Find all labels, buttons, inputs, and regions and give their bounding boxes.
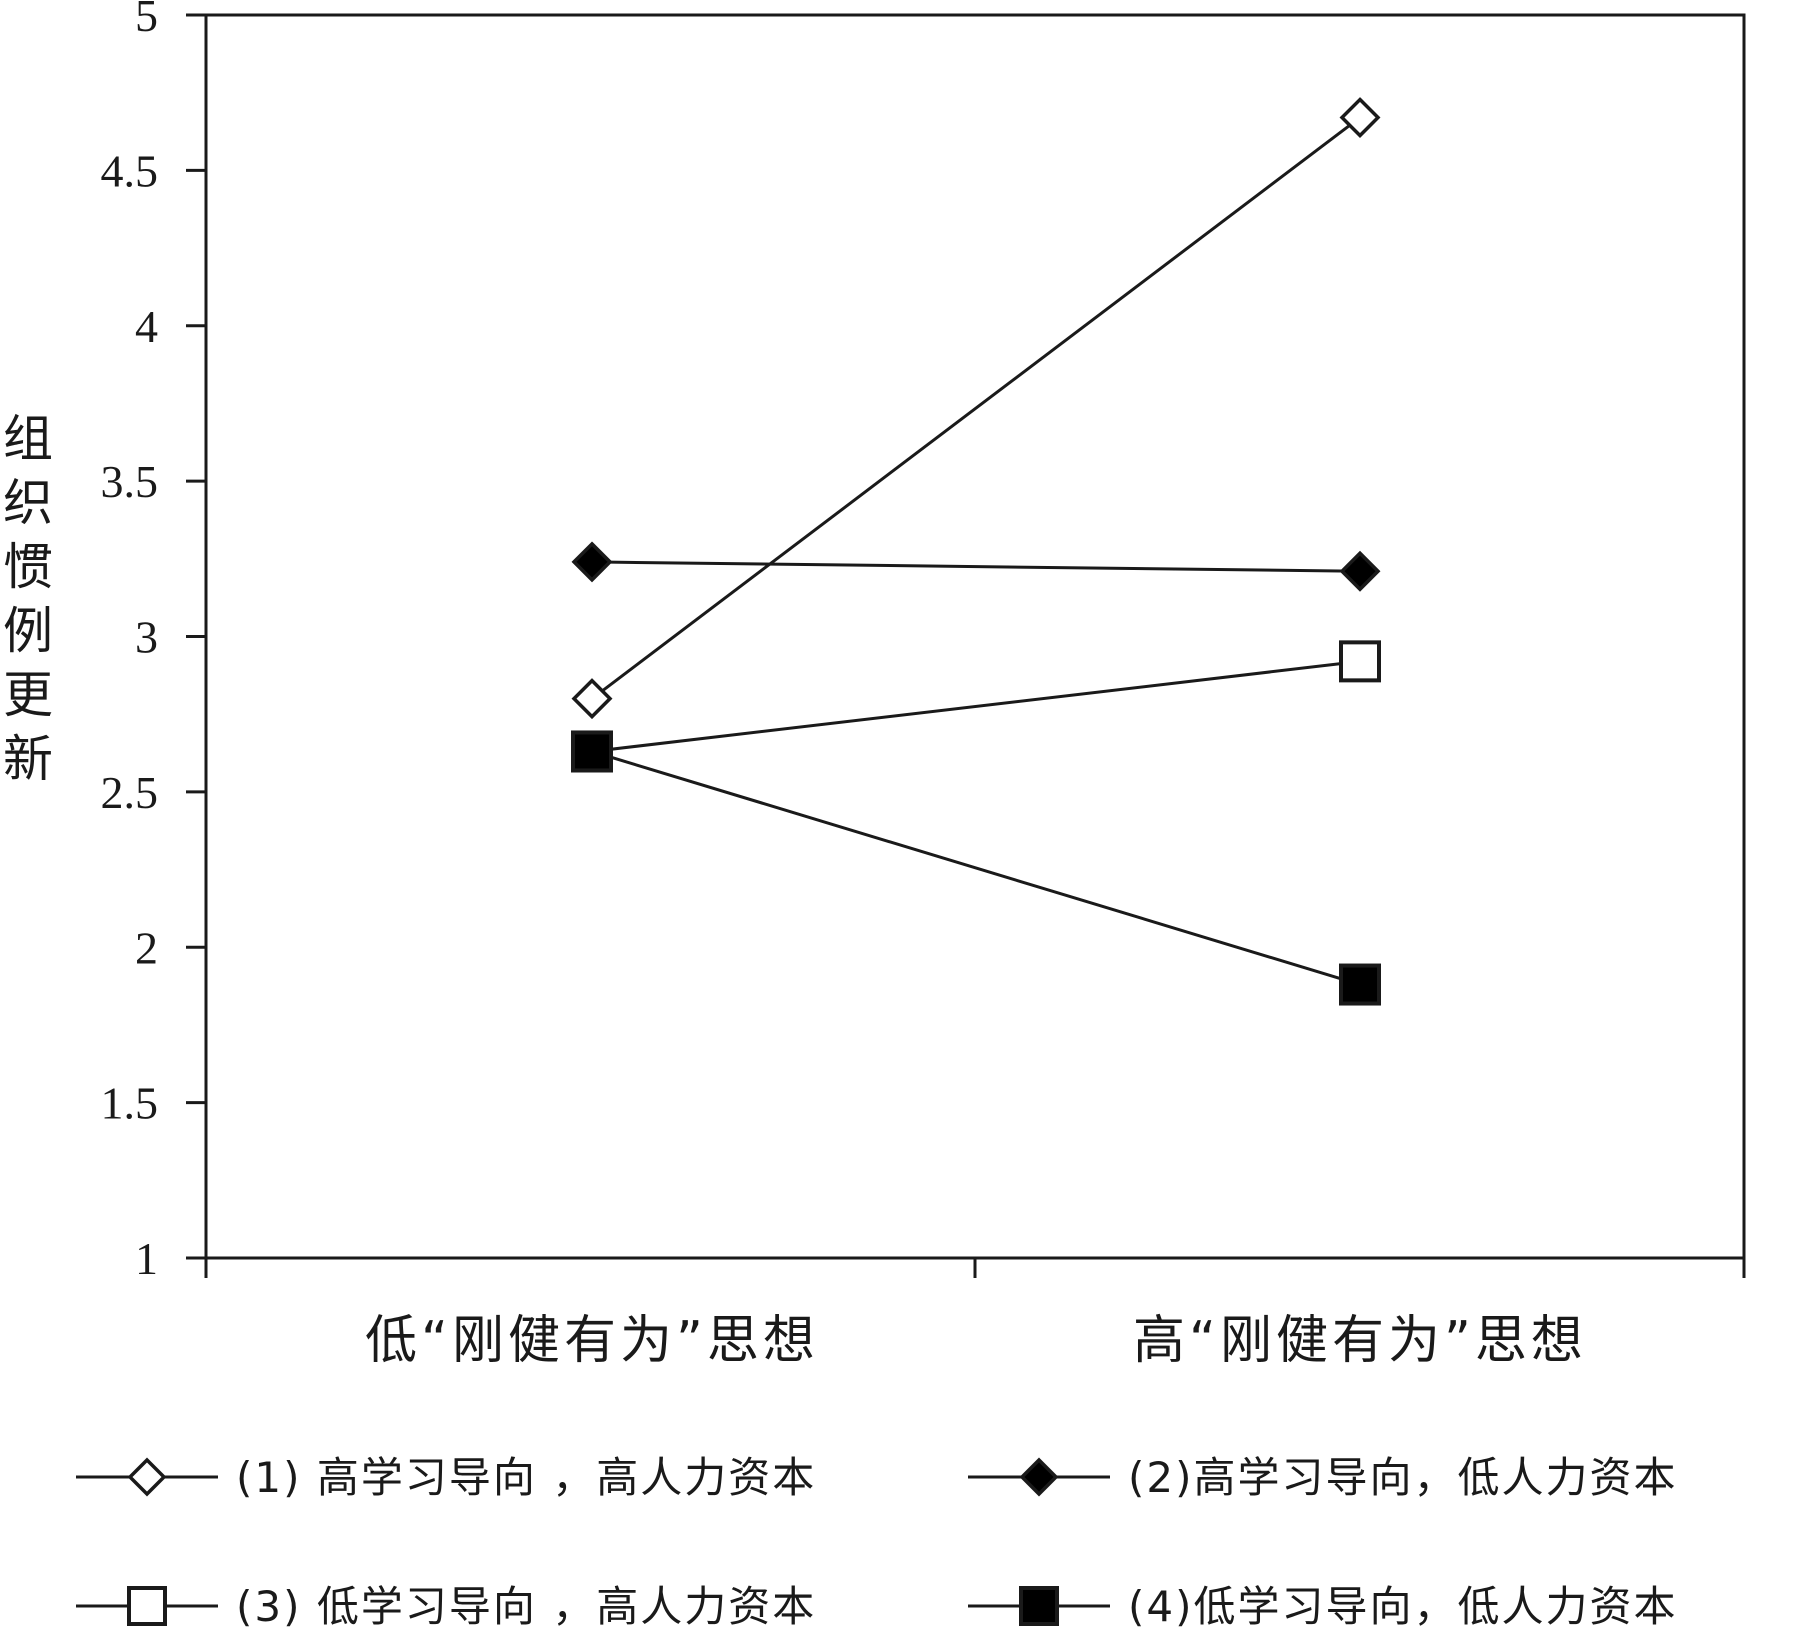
data-point — [571, 678, 613, 720]
data-point — [1339, 97, 1381, 139]
series-4 — [571, 730, 1381, 1006]
series-2 — [571, 541, 1381, 592]
data-point — [1019, 1457, 1059, 1497]
data-point — [571, 541, 613, 583]
y-axis-label-char: 更 — [3, 666, 53, 724]
legend-item: (4)低学习导向，低人力资本 — [968, 1582, 1678, 1631]
axes: 1 1.5 2 2.5 3 3.5 4 4.5 5 低“刚健有为”思想 高“刚健有为”思想 — [101, 0, 1746, 1371]
series-line — [591, 116, 1361, 700]
legend-item: (3) 低学习导向 ，高人力资本 — [76, 1582, 816, 1631]
data-point — [1339, 963, 1381, 1006]
legend: (1) 高学习导向 ，高人力资本 (2)高学习导向，低人力资本 (3) 低学习导向 … — [76, 1453, 1678, 1631]
data-point — [571, 730, 613, 773]
series-line — [591, 750, 1361, 986]
legend-item: (1) 高学习导向 ，高人力资本 — [76, 1453, 816, 1502]
y-tick-label: 4.5 — [101, 145, 159, 196]
series-1 — [571, 97, 1381, 720]
x-tick-label: 高“刚健有为”思想 — [1133, 1311, 1587, 1371]
legend-label: (3) 低学习导向 ，高人力资本 — [236, 1582, 816, 1631]
series-lines — [571, 97, 1381, 1006]
y-tick-label: 3 — [135, 612, 158, 663]
series-line — [591, 659, 1361, 753]
series-line — [591, 560, 1361, 573]
y-axis-label-char: 织 — [3, 474, 53, 532]
data-point — [1339, 640, 1381, 683]
data-point — [1339, 550, 1381, 592]
y-axis-label-char: 组 — [3, 410, 53, 468]
y-tick-label: 2.5 — [101, 767, 159, 818]
series-3 — [571, 640, 1381, 773]
legend-label: (1) 高学习导向 ，高人力资本 — [236, 1453, 816, 1502]
x-tick-label: 低“刚健有为”思想 — [365, 1311, 819, 1371]
y-tick-label: 5 — [135, 0, 158, 41]
y-axis-label-char: 惯 — [3, 538, 53, 596]
data-point — [127, 1457, 167, 1497]
y-axis-label-char: 新 — [3, 730, 53, 788]
legend-label: (4)低学习导向，低人力资本 — [1128, 1582, 1678, 1631]
data-point — [1019, 1586, 1059, 1626]
y-tick-label: 3.5 — [101, 456, 159, 507]
y-axis-label-char: 例 — [3, 602, 53, 660]
y-tick-label: 1 — [135, 1233, 158, 1284]
y-tick-label: 2 — [135, 922, 158, 973]
y-tick-label: 4 — [135, 301, 158, 352]
legend-label: (2)高学习导向，低人力资本 — [1128, 1453, 1678, 1502]
legend-item: (2)高学习导向，低人力资本 — [968, 1453, 1678, 1502]
plot-frame — [204, 13, 1746, 1260]
data-point — [127, 1586, 167, 1626]
y-tick-label: 1.5 — [101, 1078, 159, 1129]
